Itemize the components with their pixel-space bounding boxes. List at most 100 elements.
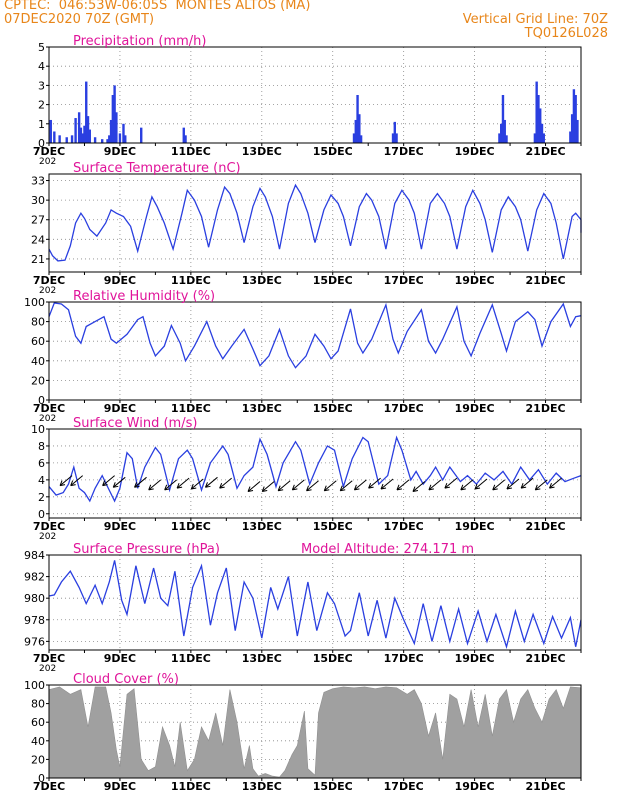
wind-arrow — [368, 477, 381, 489]
cloud-cover-ytick-label: 80 — [31, 698, 45, 711]
wind-arrowhead — [323, 485, 330, 492]
precipitation-bar — [58, 135, 61, 143]
precipitation-xlabel: 21DEC — [526, 145, 566, 158]
precipitation-xlabel: 19DEC — [455, 145, 495, 158]
precipitation-ytick-label: 2 — [38, 99, 45, 112]
humidity-ytick-label: 80 — [31, 316, 45, 329]
grid-note: Vertical Grid Line: 70Z — [462, 12, 608, 27]
humidity-xlabel: 11DEC — [171, 402, 211, 415]
cloud-cover-xlabel: 9DEC — [104, 780, 136, 793]
humidity-title: Relative Humidity (%) — [73, 289, 215, 304]
temperature-xlabel: 15DEC — [313, 274, 353, 287]
precipitation-bar — [113, 85, 116, 143]
wind-arrowhead — [460, 484, 466, 491]
wind-arrowhead — [102, 480, 108, 487]
cloud-cover-ytick-label: 100 — [24, 679, 45, 692]
wind-ytick-label: 0 — [38, 508, 45, 521]
precipitation-bar — [85, 81, 88, 143]
humidity-ytick-label: 40 — [31, 355, 45, 368]
wind-arrowhead — [412, 486, 419, 493]
precipitation-bar — [359, 135, 363, 143]
pressure-title: Surface Pressure (hPa) — [73, 542, 220, 557]
precipitation-bar — [83, 125, 86, 143]
wind-arrowhead — [59, 480, 66, 487]
cloud-cover-xlabel: 21DEC — [526, 780, 566, 793]
wind-arrowhead — [112, 482, 119, 488]
wind-arrow — [190, 478, 204, 490]
wind-arrowhead — [306, 485, 312, 492]
cloud-cover-ytick-label: 0 — [38, 772, 45, 785]
precipitation-bar — [140, 127, 143, 143]
cloud-cover-xlabel: 17DEC — [384, 780, 424, 793]
temperature-xlabel: 17DEC — [384, 274, 424, 287]
wind-ytick-label: 6 — [38, 457, 45, 470]
precipitation-bar — [74, 118, 77, 143]
wind-arrow — [306, 480, 319, 492]
cloud-cover-chart: 0 20 40 60 80 100 7DEC 9DEC 11DEC 13DEC 15DEC 17DEC… — [24, 672, 582, 793]
precipitation-bar — [498, 133, 501, 143]
wind-xlabel: 21DEC — [526, 520, 566, 533]
wind-ytick-label: 2 — [38, 491, 45, 504]
temperature-xlabel: 7DEC — [33, 274, 65, 287]
pressure-xlabel: 19DEC — [455, 652, 495, 665]
wind-arrowhead — [134, 482, 140, 488]
precipitation-bar — [542, 133, 545, 143]
humidity-xlabel: 7DEC — [33, 402, 65, 415]
wind-xlabel: 11DEC — [171, 520, 211, 533]
humidity-frame — [48, 301, 582, 401]
precipitation-year-fragment: 202 — [39, 157, 56, 167]
precipitation-bar — [393, 121, 396, 143]
wind-chart: 0 2 4 6 8 10 7DEC 9DEC 11DEC 13DEC 15DEC 17DEC 19DEC… — [31, 416, 582, 542]
temperature-xlabel: 19DEC — [455, 274, 495, 287]
wind-arrowhead — [368, 482, 374, 489]
date-line: 07DEC2020 70Z (GMT) — [4, 12, 155, 27]
precipitation-bar — [500, 123, 503, 143]
precipitation-bar — [81, 133, 84, 143]
precipitation-bar — [537, 95, 540, 143]
wind-xlabel: 9DEC — [104, 520, 136, 533]
humidity-year-fragment: 202 — [39, 414, 56, 424]
precipitation-ytick-label: 3 — [38, 79, 45, 92]
precipitation-bar — [501, 95, 505, 143]
wind-arrowhead — [506, 483, 513, 490]
cloud-cover-title: Cloud Cover (%) — [73, 672, 179, 687]
pressure-ytick-label: 976 — [24, 635, 45, 648]
precipitation-title: Precipitation (mm/h) — [73, 34, 206, 49]
humidity-xlabel: 9DEC — [104, 402, 136, 415]
pressure-xlabel: 15DEC — [313, 652, 353, 665]
pressure-annotation: Model Altitude: 274.171 m — [301, 542, 474, 557]
precipitation-chart: 0 1 2 3 4 5 7DEC 9DEC 11DEC 13DEC 15DEC 17DEC 19DEC 2… — [33, 34, 582, 167]
wind-arrowhead — [444, 482, 450, 489]
wind-arrowhead — [277, 485, 284, 492]
humidity-xlabel: 19DEC — [455, 402, 495, 415]
precipitation-bar — [576, 119, 579, 143]
temperature-title: Surface Temperature (nC) — [73, 161, 241, 176]
precipitation-bar — [572, 89, 576, 143]
pressure-xlabel: 17DEC — [384, 652, 424, 665]
wind-arrowhead — [339, 485, 346, 492]
temperature-ytick-label: 30 — [31, 194, 45, 207]
temperature-ytick-label: 24 — [31, 233, 45, 246]
cloud-cover-xlabel: 11DEC — [171, 780, 211, 793]
wind-arrow — [164, 479, 178, 491]
precipitation-bar — [106, 139, 109, 143]
precipitation-bar — [124, 135, 127, 143]
wind-arrow — [460, 479, 474, 491]
precipitation-bar — [182, 127, 185, 143]
precipitation-bar — [108, 135, 111, 143]
wind-arrow — [354, 479, 367, 491]
cloud-cover-area — [48, 686, 582, 779]
station-line: CPTEC: 046:53W-06:05S MONTES ALTOS (MA) — [4, 0, 311, 13]
temperature-xlabel: 9DEC — [104, 274, 136, 287]
temperature-ytick-label: 33 — [31, 175, 45, 188]
wind-arrowhead — [164, 484, 170, 491]
pressure-ytick-label: 980 — [24, 592, 45, 605]
precipitation-bar — [569, 131, 572, 143]
precipitation-bar — [77, 112, 81, 143]
precipitation-bar — [574, 95, 577, 143]
precipitation-bar — [354, 119, 357, 143]
wind-arrow — [59, 475, 73, 487]
wind-xlabel: 19DEC — [455, 520, 495, 533]
wind-arrowhead — [176, 482, 183, 489]
wind-arrow — [292, 479, 305, 491]
